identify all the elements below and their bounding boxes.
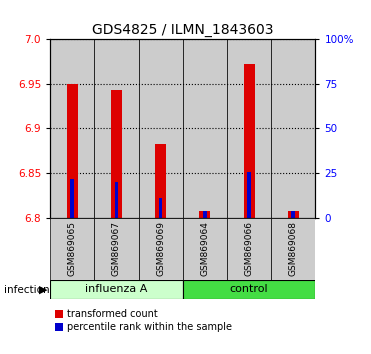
Text: ▶: ▶ [39,285,47,295]
Bar [199,211,210,218]
Bar [159,198,162,218]
Text: GSM869067: GSM869067 [112,221,121,276]
Bar [94,39,138,218]
Text: GSM869064: GSM869064 [200,221,209,276]
Bar [67,84,78,218]
Bar [115,182,118,218]
Bar [288,211,299,218]
Text: GSM869068: GSM869068 [289,221,298,276]
Bar [247,172,251,218]
Bar [183,280,315,299]
Bar [227,218,271,281]
Bar [70,179,74,218]
Text: GSM869066: GSM869066 [244,221,253,276]
Title: GDS4825 / ILMN_1843603: GDS4825 / ILMN_1843603 [92,23,273,36]
Text: influenza A: influenza A [85,284,148,295]
Legend: transformed count, percentile rank within the sample: transformed count, percentile rank withi… [51,306,236,336]
Bar [50,218,94,281]
Bar [203,211,207,218]
Bar [271,218,315,281]
Bar [138,218,183,281]
Text: infection: infection [4,285,49,295]
Bar [155,143,166,218]
Bar [138,39,183,218]
Bar [50,280,183,299]
Bar [227,39,271,218]
Bar [183,218,227,281]
Bar [111,90,122,218]
Bar [292,211,295,218]
Text: control: control [230,284,268,295]
Text: GSM869069: GSM869069 [156,221,165,276]
Bar [94,218,138,281]
Bar [183,39,227,218]
Bar [50,39,94,218]
Bar [271,39,315,218]
Text: GSM869065: GSM869065 [68,221,77,276]
Bar [243,64,255,218]
